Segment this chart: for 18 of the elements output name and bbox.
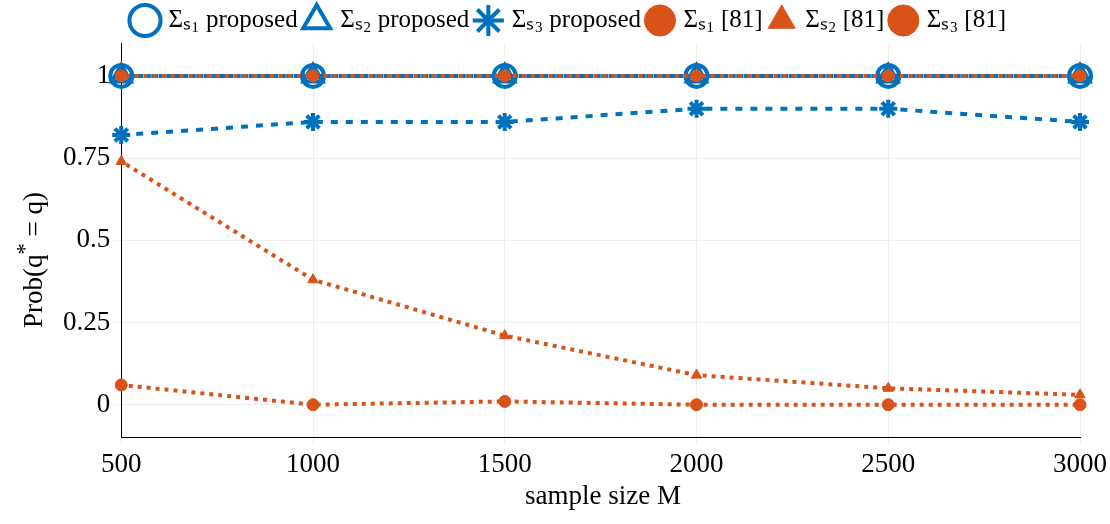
legend-label: Σₛ₁ proposed bbox=[168, 5, 299, 33]
y-tick-label: 0.75 bbox=[63, 141, 111, 172]
y-tick-label: 0.5 bbox=[76, 223, 111, 254]
legend-label: Σₛ₂ [81] bbox=[805, 5, 885, 33]
y-tick-label: 1 bbox=[96, 58, 111, 89]
x-tick-label: 2500 bbox=[861, 447, 916, 478]
y-tick-label: 0.25 bbox=[63, 305, 111, 336]
legend-label: Σₛ₂ proposed bbox=[340, 5, 470, 33]
x-tick-label: 1000 bbox=[286, 447, 340, 478]
legend-label: Σₛ₃ [81] bbox=[926, 5, 1007, 33]
x-tick-label: 2000 bbox=[669, 447, 724, 478]
x-tick-label: 3000 bbox=[1053, 447, 1107, 478]
y-tick-label: 0 bbox=[96, 387, 111, 418]
x-axis-title: sample size M bbox=[525, 480, 681, 511]
x-tick-label: 500 bbox=[101, 447, 142, 478]
legend-label: Σₛ₃ proposed bbox=[511, 5, 642, 33]
x-tick-label: 1500 bbox=[477, 447, 532, 478]
legend-label: Σₛ₁ [81] bbox=[683, 5, 763, 33]
